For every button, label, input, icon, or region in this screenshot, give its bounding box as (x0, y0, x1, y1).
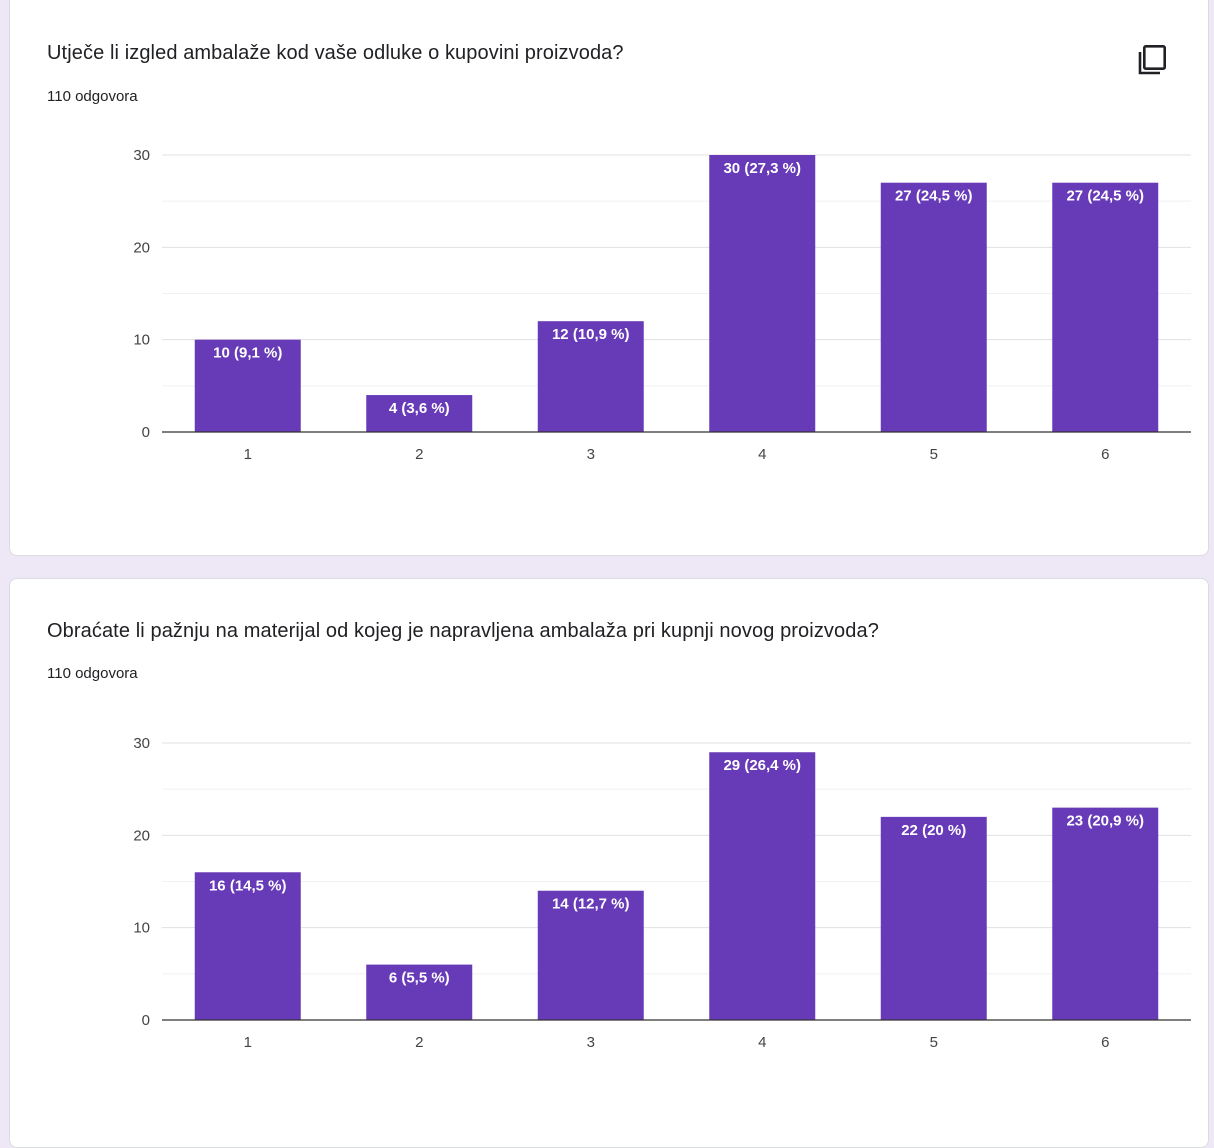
y-tick-label: 30 (133, 147, 150, 164)
y-tick-label: 0 (142, 1012, 150, 1029)
copy-icon (1138, 45, 1166, 75)
question-card-1: Utječe li izgled ambalaže kod vaše odluk… (9, 0, 1209, 556)
question-card-2: Obraćate li pažnju na materijal od kojeg… (9, 578, 1209, 1148)
y-tick-label: 20 (133, 239, 150, 256)
bar-data-label: 22 (20 %) (901, 822, 966, 839)
response-count-2: 110 odgovora (47, 665, 138, 682)
x-tick-label: 5 (930, 1034, 938, 1051)
y-tick-label: 20 (133, 827, 150, 844)
question-title-2: Obraćate li pažnju na materijal od kojeg… (47, 620, 879, 642)
question-title-1: Utječe li izgled ambalaže kod vaše odluk… (47, 42, 624, 64)
x-tick-label: 6 (1101, 446, 1109, 463)
x-tick-label: 2 (415, 446, 423, 463)
bar-data-label: 14 (12,7 %) (552, 896, 630, 913)
bar-data-label: 16 (14,5 %) (209, 877, 287, 894)
bar (880, 182, 987, 432)
bar (880, 816, 987, 1020)
y-tick-label: 0 (142, 424, 150, 441)
x-tick-label: 3 (587, 1034, 595, 1051)
copy-chart-button[interactable] (1132, 41, 1168, 77)
bar-data-label: 23 (20,9 %) (1066, 813, 1144, 830)
bar (1052, 807, 1159, 1020)
bar (537, 321, 644, 432)
y-tick-label: 10 (133, 332, 150, 349)
x-tick-label: 5 (930, 446, 938, 463)
bar-data-label: 29 (26,4 %) (723, 757, 801, 774)
bar-data-label: 12 (10,9 %) (552, 326, 630, 343)
bar-data-label: 27 (24,5 %) (895, 188, 973, 205)
bar (366, 964, 473, 1020)
bar (194, 339, 301, 432)
response-count-1: 110 odgovora (47, 88, 138, 105)
x-tick-label: 2 (415, 1034, 423, 1051)
bar-data-label: 10 (9,1 %) (213, 345, 282, 362)
x-tick-label: 1 (244, 1034, 252, 1051)
bar-chart-1: 0 10 20 30 10 (9,1 %) 1 4 (3,6 %) 2 12 (10,9 %) 3… (133, 147, 1191, 463)
bar-data-label: 30 (27,3 %) (723, 160, 801, 177)
x-tick-label: 4 (758, 1034, 766, 1051)
x-tick-label: 3 (587, 446, 595, 463)
x-tick-label: 4 (758, 446, 766, 463)
y-tick-label: 30 (133, 735, 150, 752)
bar-data-label: 27 (24,5 %) (1066, 188, 1144, 205)
bar-data-label: 6 (5,5 %) (389, 970, 450, 987)
bar-chart-2: 0 10 20 30 16 (14,5 %) 1 6 (5,5 %) 2 14 (12,7 %)… (133, 735, 1191, 1051)
bar-data-label: 4 (3,6 %) (389, 400, 450, 417)
bar (709, 155, 816, 432)
bar (194, 872, 301, 1020)
y-tick-label: 10 (133, 920, 150, 937)
x-tick-label: 6 (1101, 1034, 1109, 1051)
x-tick-label: 1 (244, 446, 252, 463)
bar (537, 890, 644, 1020)
bar (709, 752, 816, 1020)
bar (366, 395, 473, 432)
bar (1052, 182, 1159, 432)
